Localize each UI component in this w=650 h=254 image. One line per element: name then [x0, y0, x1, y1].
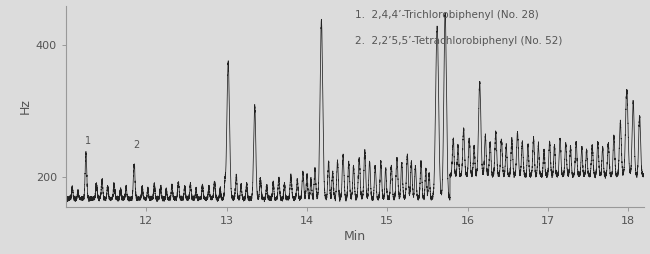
Text: 1.  2,4,4’-Trichlorobiphenyl (No. 28): 1. 2,4,4’-Trichlorobiphenyl (No. 28) [355, 10, 539, 20]
Text: 1: 1 [85, 136, 92, 146]
Text: 2: 2 [133, 140, 140, 150]
Y-axis label: Hz: Hz [19, 99, 32, 114]
Text: 2.  2,2’5,5’-Tetrachlorobiphenyl (No. 52): 2. 2,2’5,5’-Tetrachlorobiphenyl (No. 52) [355, 36, 562, 46]
X-axis label: Min: Min [344, 230, 366, 243]
